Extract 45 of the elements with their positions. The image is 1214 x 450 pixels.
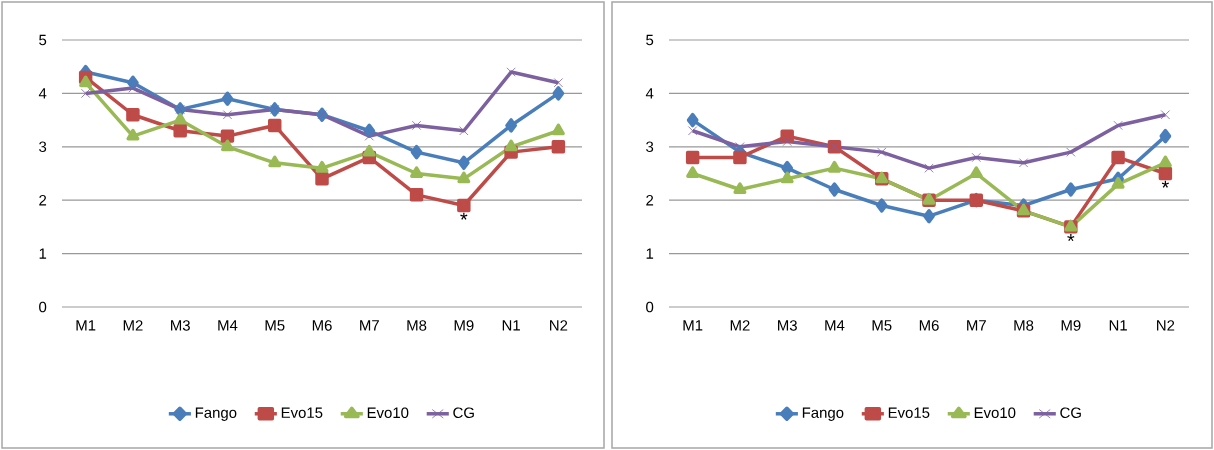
x-tick-label: M3	[778, 320, 797, 331]
x-tick-label: M8	[407, 320, 427, 331]
x-tick-label: M1	[76, 320, 96, 331]
x-tick-label: M9	[454, 320, 474, 331]
y-tick-label: 4	[38, 88, 47, 99]
annotation: *	[460, 212, 468, 220]
x-tick-label: M8	[1014, 320, 1034, 331]
y-tick-label: 4	[645, 88, 654, 99]
y-tick-label: 3	[646, 141, 654, 153]
y-tick-label: 5	[39, 34, 47, 46]
x-tick-label: M4	[218, 320, 238, 331]
x-tick-label: M5	[872, 320, 892, 331]
x-tick-label: M4	[825, 320, 845, 331]
x-tick-label: M2	[123, 320, 143, 331]
x-tick-label: M6	[919, 320, 939, 331]
y-tick-label: 0	[39, 301, 47, 313]
legend-label: Evo15	[888, 407, 930, 418]
legend-label: Evo10	[367, 407, 409, 419]
annotation: *	[1067, 234, 1075, 242]
x-tick-label: M7	[967, 320, 986, 331]
x-tick-label: N2	[550, 320, 568, 331]
y-tick-label: 0	[646, 301, 654, 313]
x-tick-label: M1	[683, 320, 703, 331]
x-tick-label: N1	[1109, 320, 1127, 331]
y-tick-label: 1	[39, 248, 47, 259]
legend-label: Fango	[195, 407, 237, 421]
x-tick-label: M9	[1061, 320, 1081, 331]
legend-label: CG	[453, 407, 474, 419]
x-tick-label: M5	[265, 320, 285, 331]
y-tick-label: 3	[39, 141, 47, 153]
x-tick-label: N1	[502, 320, 520, 331]
y-tick-label: 2	[646, 194, 654, 206]
y-tick-label: 2	[39, 194, 47, 206]
x-tick-label: M3	[171, 320, 190, 331]
legend-label: CG	[1060, 407, 1081, 419]
annotation: *	[1161, 180, 1169, 188]
x-tick-label: M2	[730, 320, 750, 331]
x-tick-label: M7	[360, 320, 379, 331]
legend-label: Fango	[802, 407, 844, 421]
y-tick-label: 5	[646, 34, 654, 46]
x-tick-label: M6	[312, 320, 332, 331]
y-tick-label: 1	[646, 248, 654, 259]
x-tick-label: N2	[1157, 320, 1175, 331]
legend-label: Evo10	[974, 407, 1016, 419]
legend-label: Evo15	[281, 407, 323, 418]
